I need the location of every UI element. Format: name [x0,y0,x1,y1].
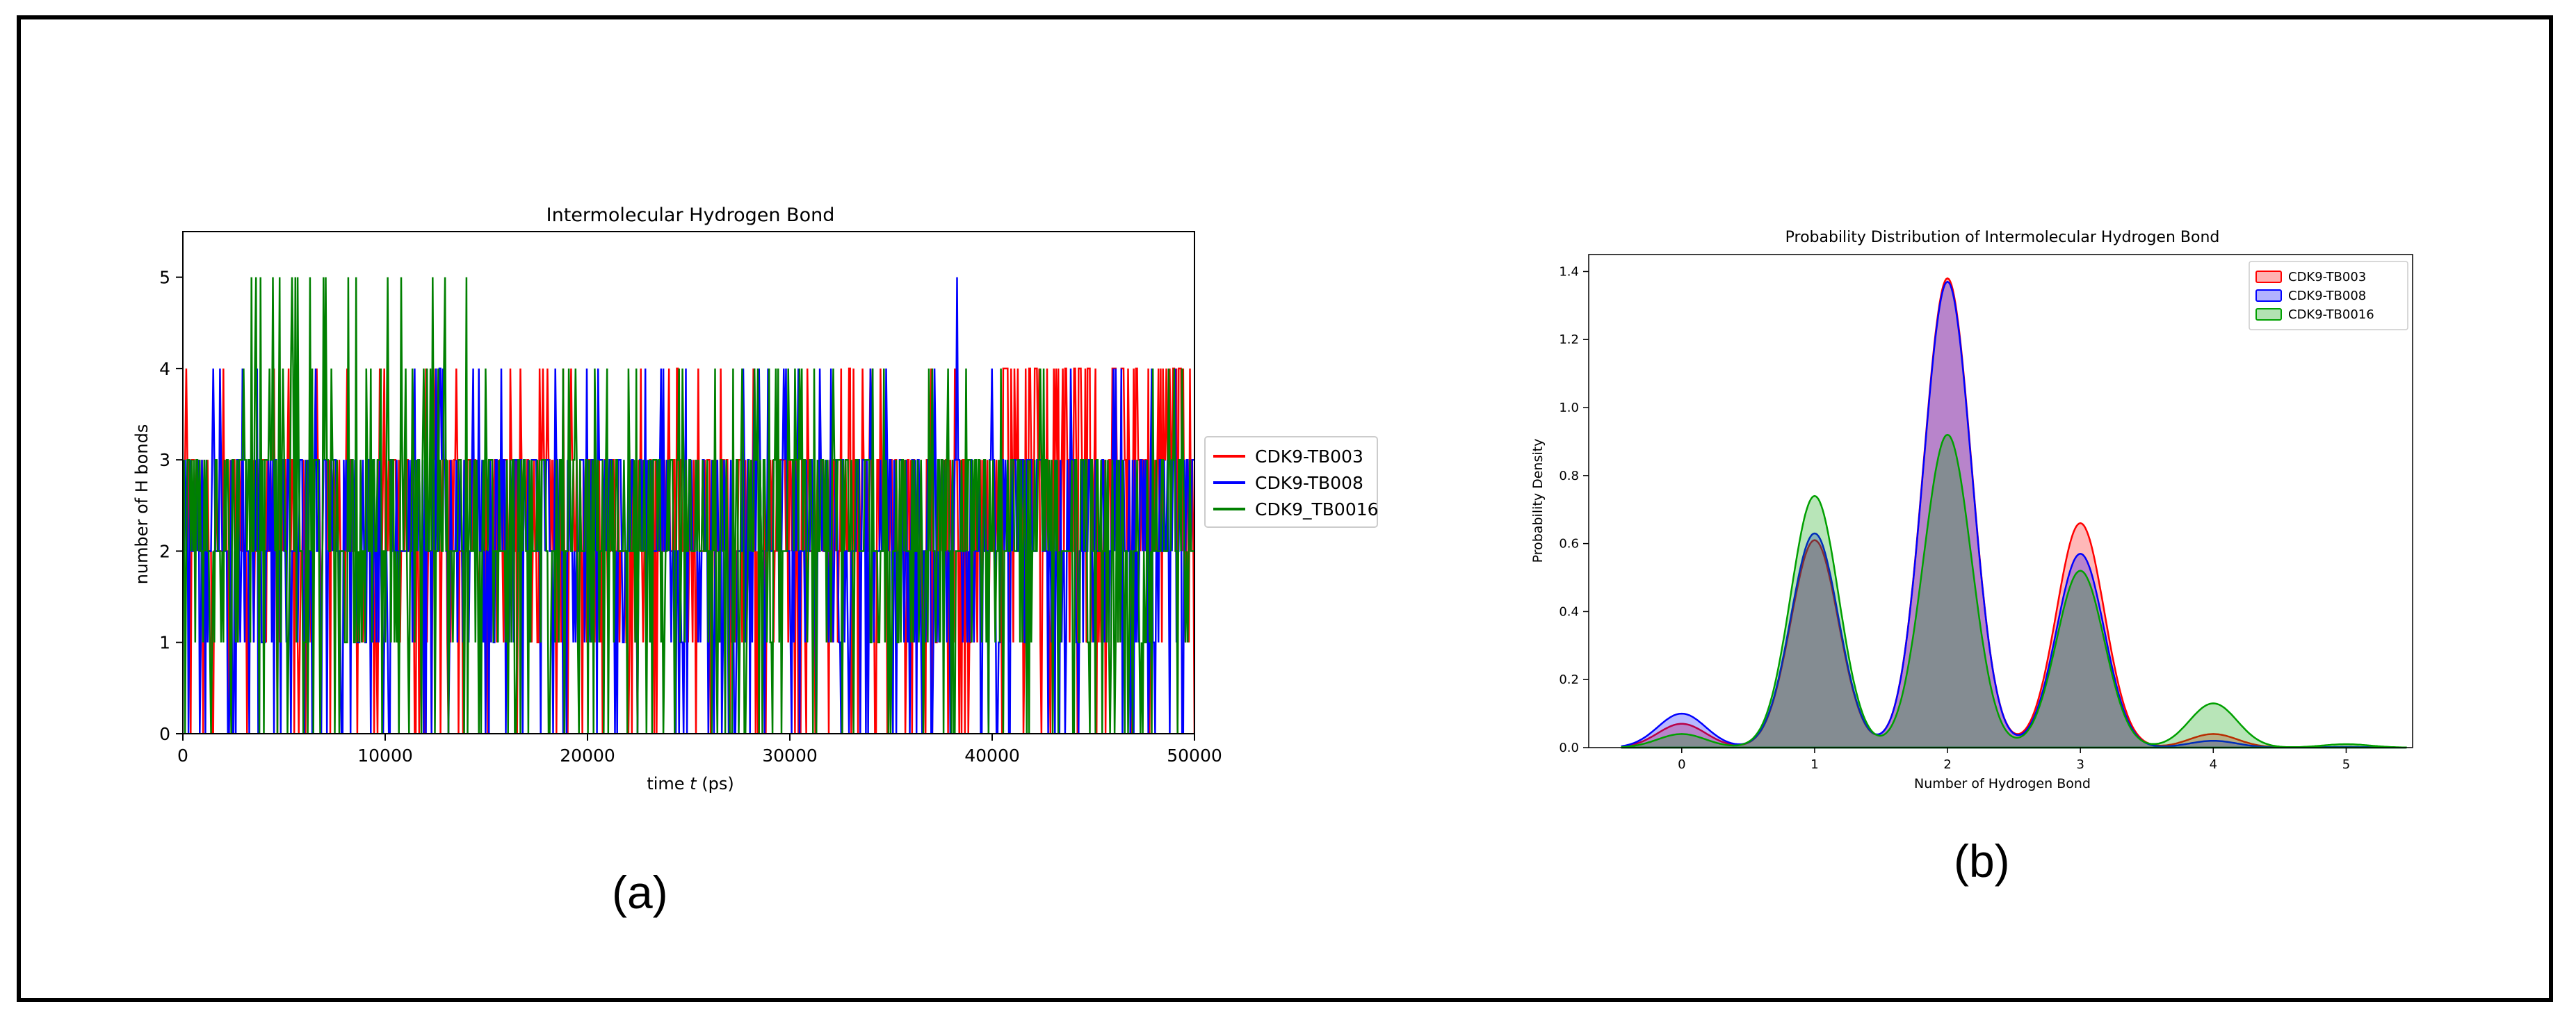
x-tick-label: 40000 [964,746,1020,766]
y-tick-label: 1 [159,633,170,653]
x-tick-label: 10000 [357,746,413,766]
legend-label: CDK9-TB003 [1255,446,1363,467]
panel-label-a: (a) [612,867,668,918]
panel-label-b: (b) [1954,835,2010,887]
chart-a-y-label: number of H bonds [132,424,152,585]
y-tick-label: 5 [159,268,170,288]
chart-a-plot-area [183,277,1194,734]
x-tick-label: 0 [177,746,188,766]
y-tick-label: 3 [159,450,170,470]
chart-a-title: Intermolecular Hydrogen Bond [546,204,835,226]
y-tick-label: 2 [159,541,170,561]
y-tick-label: 0 [159,724,170,744]
legend-label: CDK9-TB008 [1255,473,1363,493]
x-tick-label: 50000 [1167,746,1222,766]
series-line-cdk9_tb0016 [183,277,1194,734]
x-tick-label: 20000 [560,746,615,766]
legend-label: CDK9_TB0016 [1255,499,1379,519]
chart-a-x-label: time t (ps) [647,774,734,794]
chart-a-axes: 0 10000 20000 30000 40000 50000 0 1 2 3 4 5 [159,231,1222,766]
x-tick-label: 30000 [762,746,818,766]
chart-a-legend-box [1204,436,1378,528]
chart-a-frame [182,231,1195,734]
y-tick-label: 4 [159,359,170,379]
chart-a-legend: CDK9-TB003 CDK9-TB008 CDK9_TB0016 [1204,436,1379,528]
